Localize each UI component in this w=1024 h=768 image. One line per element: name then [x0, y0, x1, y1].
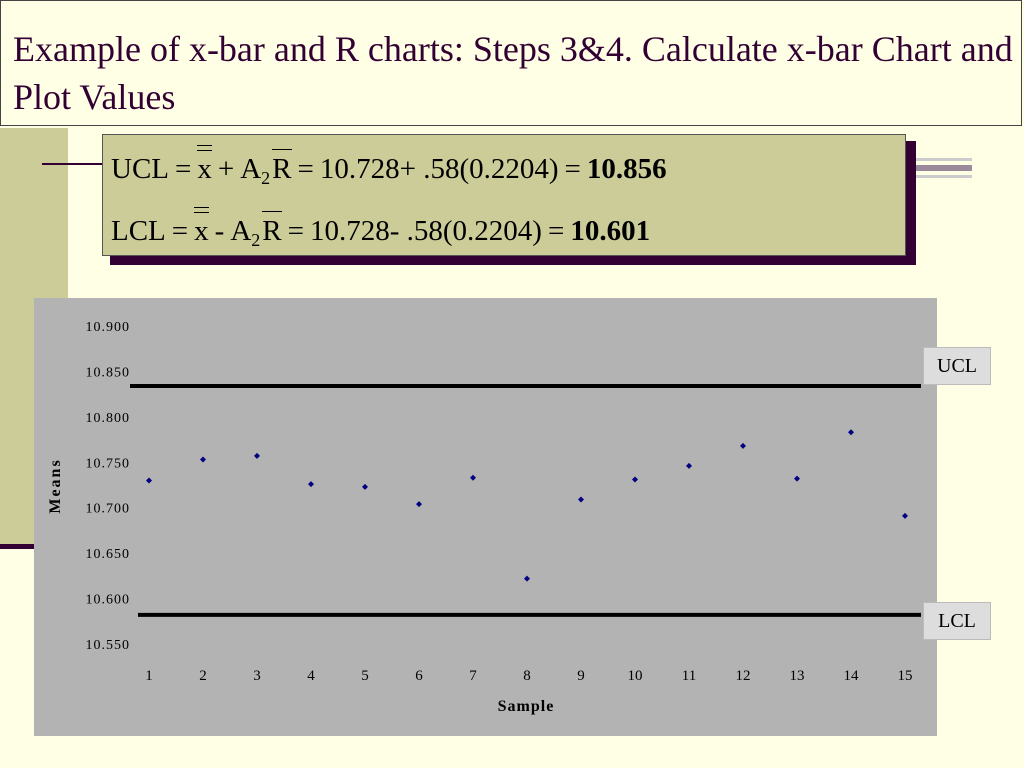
lcl-xbar: x: [194, 207, 209, 247]
decor-bar-right: [912, 158, 972, 178]
title-box: Example of x-bar and R charts: Steps 3&4…: [0, 0, 1022, 126]
data-point: [740, 442, 746, 449]
y-axis-label: Means: [47, 458, 64, 513]
ucl-label: UCL: [923, 346, 991, 385]
lcl-formula: LCL = x - A 2 R = 10.728- .58(0.2204) = …: [111, 207, 651, 250]
x-tick-label: 2: [199, 668, 207, 684]
lcl-rbar: R: [262, 211, 282, 247]
x-tick-label: 9: [577, 668, 585, 684]
y-tick-label: 10.800: [86, 411, 131, 426]
y-tick-label: 10.850: [86, 365, 131, 380]
lcl-eq-3: =: [547, 215, 565, 247]
x-tick-label: 10: [628, 668, 643, 684]
data-point: [848, 429, 854, 436]
x-tick-label: 7: [469, 668, 477, 684]
ucl-eq-2: =: [297, 153, 314, 185]
data-point: [524, 575, 530, 582]
x-tick-label: 5: [361, 668, 369, 684]
formula-box: UCL = x + A 2 R = 10.728+ .58(0.2204) = …: [102, 134, 906, 256]
ucl-expr: 10.728+ .58(0.2204): [319, 153, 559, 185]
ucl-a-sub: 2: [261, 168, 271, 188]
y-tick-label: 10.900: [86, 320, 131, 335]
data-point: [686, 462, 692, 469]
lcl-eq-1: =: [171, 215, 189, 247]
lcl-result: 10.601: [570, 215, 651, 247]
y-tick-label: 10.750: [86, 456, 131, 471]
data-point: [902, 512, 908, 519]
data-point: [794, 475, 800, 482]
ucl-a: A: [240, 153, 262, 185]
data-point: [470, 474, 476, 481]
y-tick-label: 10.650: [86, 547, 131, 562]
data-point: [200, 456, 206, 463]
lcl-label: LCL: [923, 601, 991, 640]
x-tick-label: 3: [253, 668, 261, 684]
x-tick-label: 11: [682, 668, 696, 684]
y-tick-label: 10.700: [86, 502, 131, 517]
x-tick-label: 8: [523, 668, 531, 684]
lcl-lhs: LCL: [111, 215, 166, 247]
lcl-a: A: [230, 215, 252, 247]
lcl-expr: 10.728- .58(0.2204): [309, 215, 542, 247]
x-tick-label: 4: [307, 668, 315, 684]
lcl-op: -: [214, 215, 225, 247]
y-tick-label: 10.550: [86, 638, 131, 653]
data-point: [416, 501, 422, 508]
data-point: [308, 481, 314, 488]
ucl-result: 10.856: [586, 153, 667, 185]
data-point: [362, 483, 368, 490]
data-point: [146, 477, 152, 484]
ucl-xbar: x: [197, 145, 212, 185]
data-point: [632, 476, 638, 483]
y-tick-label: 10.600: [86, 593, 131, 608]
data-point: [254, 452, 260, 459]
lcl-a-sub: 2: [251, 230, 261, 250]
decor-line-left: [42, 163, 104, 165]
slide-title: Example of x-bar and R charts: Steps 3&4…: [13, 29, 1013, 117]
xbar-chart: 10.900 10.850 10.800 10.750 10.700 10.650 10.6…: [34, 298, 937, 736]
x-tick-label: 6: [415, 668, 423, 684]
ucl-eq-1: =: [175, 153, 192, 185]
xbar-chart-svg: 10.900 10.850 10.800 10.750 10.700 10.650 10.6…: [34, 298, 937, 736]
ucl-op: +: [217, 153, 235, 185]
x-axis-label: Sample: [498, 698, 555, 715]
chart-background: [34, 298, 937, 736]
ucl-lhs: UCL: [111, 153, 169, 185]
x-tick-label: 1: [145, 668, 153, 684]
x-tick-label: 12: [736, 668, 751, 684]
x-tick-label: 13: [790, 668, 805, 684]
left-decor-line: [0, 544, 36, 549]
ucl-eq-3: =: [564, 153, 581, 185]
data-point: [578, 496, 584, 503]
lcl-eq-2: =: [287, 215, 304, 247]
ucl-rbar: R: [272, 149, 292, 185]
x-tick-label: 14: [844, 668, 860, 684]
x-tick-label: 15: [898, 668, 913, 684]
ucl-formula: UCL = x + A 2 R = 10.728+ .58(0.2204) = …: [111, 145, 667, 188]
